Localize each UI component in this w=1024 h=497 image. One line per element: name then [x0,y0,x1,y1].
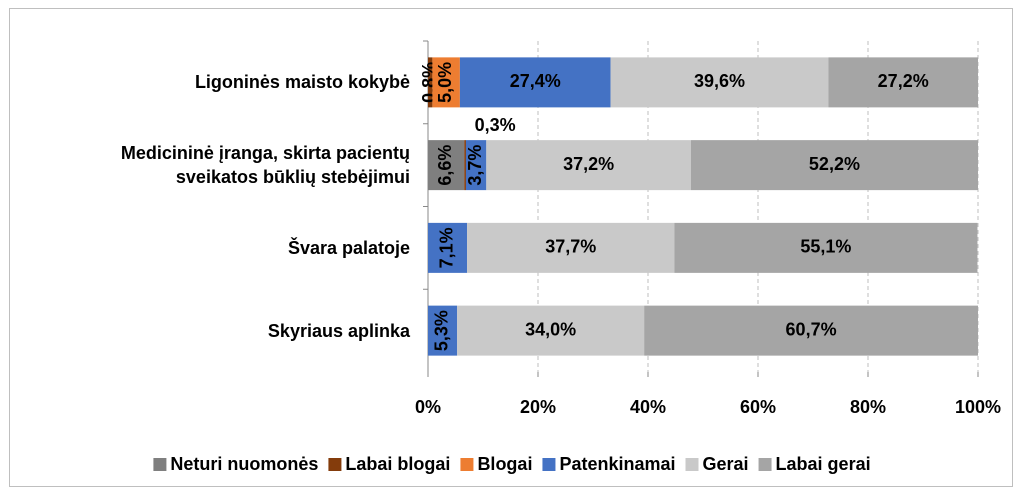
bar-segment [644,305,978,356]
y-tick-label: Ligoninės maisto kokybė [194,72,410,93]
bar-segment [828,57,978,108]
legend-label: Patenkinamai [559,454,675,474]
data-label: 3,7% [465,145,485,186]
data-label: 27,4% [510,71,561,91]
legend-swatch [542,458,556,471]
legend-label: Neturi nuomonės [170,454,318,474]
y-tick-label: Švara palatoje [287,237,410,258]
bar-segment [428,305,458,356]
data-label: 0,3% [475,115,516,135]
bar-segment [610,57,829,108]
bar-segment [428,222,468,273]
bar-segment [467,222,675,273]
bar-segment [459,57,611,108]
chart-border [9,8,1013,487]
data-label: 39,6% [694,71,745,91]
legend-label: Gerai [703,454,749,474]
legend-swatch [328,458,342,471]
legend-swatch [758,458,772,471]
bar-segment [428,57,433,108]
legend-swatch [153,458,167,471]
bar-segment [457,305,645,356]
data-label: 34,0% [525,319,576,339]
data-label: 37,2% [563,154,614,174]
data-label: 5,0% [435,62,455,103]
legend-label: Labai blogai [345,454,450,474]
bar-segment [428,140,465,191]
data-label: 6,6% [435,145,455,186]
legend-swatch [685,458,699,471]
legend-label: Blogai [477,454,532,474]
data-label: 55,1% [800,237,851,257]
legend-swatch [460,458,474,471]
data-label: 37,7% [545,237,596,257]
x-tick-label: 40% [630,397,666,417]
x-tick-label: 0% [415,397,441,417]
data-label: 27,2% [878,71,929,91]
bar-segment [674,222,978,273]
data-label: 52,2% [809,154,860,174]
x-tick-label: 80% [850,397,886,417]
data-label: 7,1% [436,227,456,268]
bar-segment [486,140,691,191]
x-tick-label: 60% [740,397,776,417]
bar-segment [464,140,466,191]
bar-segment [465,140,487,191]
y-tick-label: Medicininė įranga, skirta pacientų sveik… [120,143,410,188]
y-tick-label: Skyriaus aplinka [267,320,410,341]
x-tick-label: 100% [955,397,1001,417]
bar-segment [432,57,460,108]
bar-segment [690,140,978,191]
data-label: 5,3% [431,310,451,351]
x-tick-label: 20% [520,397,556,417]
data-label: 60,7% [786,319,837,339]
legend-label: Labai gerai [776,454,871,474]
